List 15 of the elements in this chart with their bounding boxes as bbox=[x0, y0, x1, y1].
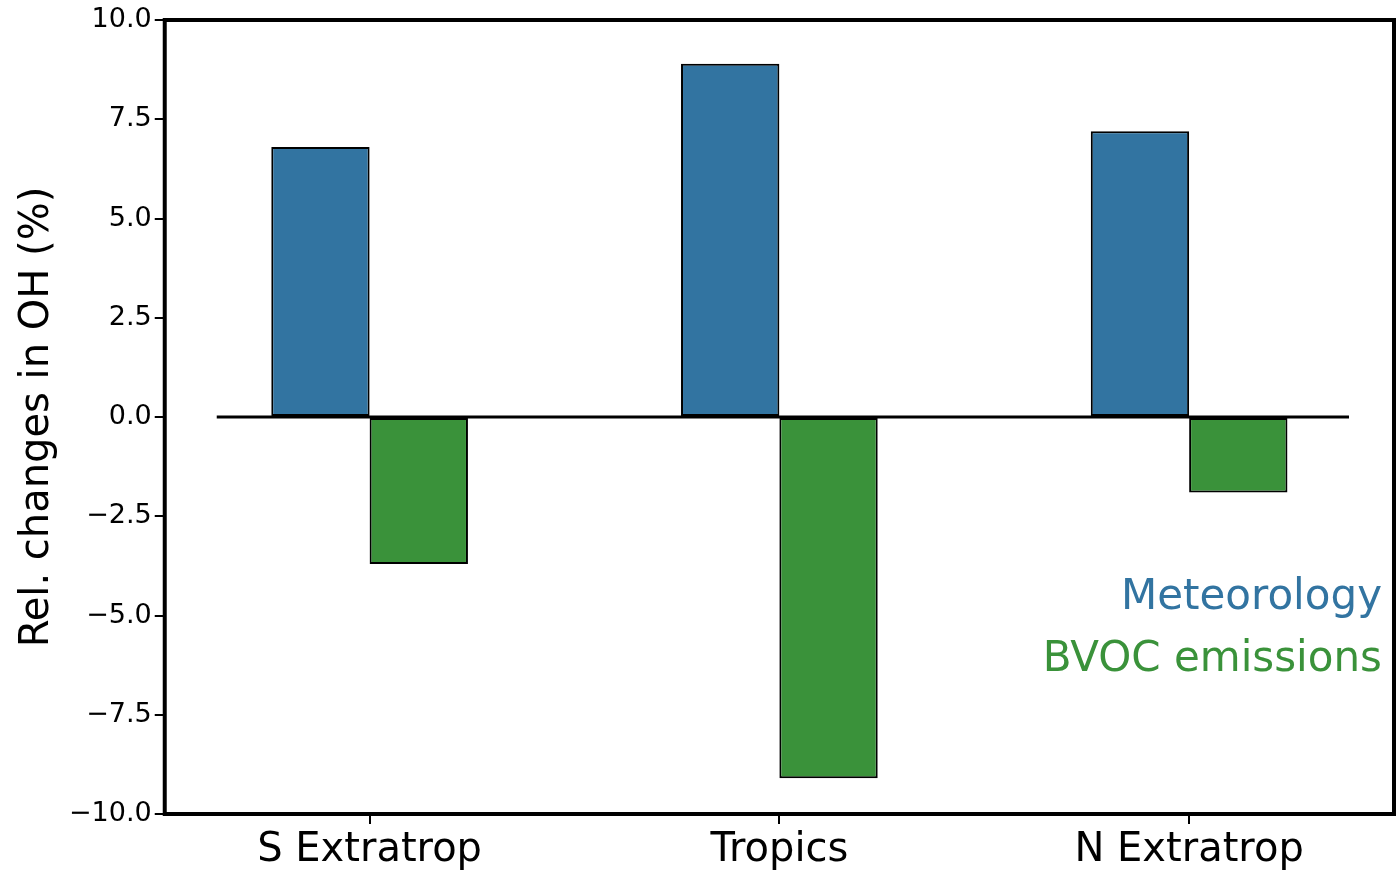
text: BVOC emissions bbox=[1042, 631, 1382, 683]
x-tick-label: Tropics bbox=[709, 824, 849, 871]
y-tick-label: 0.0 bbox=[108, 399, 152, 431]
y-axis-title: Rel. changes in OH (%) bbox=[11, 186, 58, 648]
y-tick-label: −7.5 bbox=[86, 696, 152, 728]
x-tick-label: N Extratrop bbox=[1074, 824, 1304, 871]
y-tick-label: 10.0 bbox=[91, 2, 152, 34]
x-tick-label: S Extratrop bbox=[257, 824, 483, 871]
y-tick-label: −10.0 bbox=[68, 796, 152, 828]
y-tick-label: −2.5 bbox=[86, 498, 152, 530]
y-tick-label: 5.0 bbox=[108, 200, 152, 232]
y-tick-label: 2.5 bbox=[108, 299, 152, 331]
y-tick-label: 7.5 bbox=[108, 101, 152, 133]
text: Meteorology bbox=[1120, 569, 1382, 621]
y-tick-label: −5.0 bbox=[86, 597, 152, 629]
